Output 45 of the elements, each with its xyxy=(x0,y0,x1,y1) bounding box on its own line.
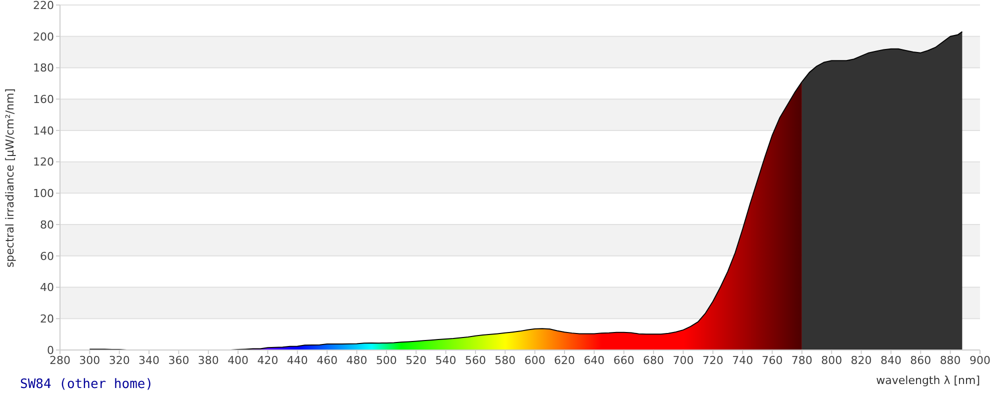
x-tick-label: 620 xyxy=(554,354,576,367)
x-tick-label: 840 xyxy=(880,354,902,367)
y-tick-label: 220 xyxy=(33,0,54,12)
x-tick-label: 480 xyxy=(346,354,368,367)
y-tick-label: 80 xyxy=(40,218,54,232)
x-tick-label: 880 xyxy=(940,354,961,367)
x-tick-label: 600 xyxy=(524,354,546,367)
x-tick-label: 320 xyxy=(108,354,130,367)
x-tick-label: 780 xyxy=(791,354,812,367)
x-tick-label: 420 xyxy=(257,354,278,367)
x-tick-label: 440 xyxy=(286,354,308,367)
text: SW84 (other home) xyxy=(20,377,154,392)
x-tick-label: 900 xyxy=(970,354,990,367)
x-tick-label: 680 xyxy=(643,354,664,367)
x-axis-title: wavelength λ [nm] xyxy=(876,374,980,387)
x-tick-label: 580 xyxy=(494,354,516,367)
x-tick-label: 720 xyxy=(702,354,724,367)
x-tick-label: 520 xyxy=(406,354,427,367)
x-tick-label: 740 xyxy=(732,354,754,367)
y-tick-label: 20 xyxy=(40,312,54,326)
x-tick-label: 540 xyxy=(435,354,456,367)
y-tick-label: 120 xyxy=(33,156,54,169)
x-tick-label: 400 xyxy=(228,354,249,367)
x-tick-label: 340 xyxy=(138,354,160,367)
x-tick-label: 640 xyxy=(584,354,605,367)
x-tick-label: 500 xyxy=(376,354,397,367)
x-tick-label: 760 xyxy=(762,354,783,367)
y-tick-label: 40 xyxy=(40,281,54,294)
y-tick-label: 60 xyxy=(40,250,54,263)
x-tick-label: 300 xyxy=(79,354,100,367)
y-tick-label: 180 xyxy=(33,62,54,75)
x-tick-label: 660 xyxy=(613,354,634,367)
x-tick-label: 560 xyxy=(464,354,486,367)
x-tick-label: 460 xyxy=(316,354,338,367)
y-tick-label: 200 xyxy=(33,30,54,44)
x-tick-label: 860 xyxy=(910,354,932,367)
x-tick-label: 800 xyxy=(821,354,842,367)
y-tick-label: 160 xyxy=(33,92,54,106)
x-tick-label: 700 xyxy=(672,354,694,367)
y-tick-label: 100 xyxy=(33,187,54,200)
x-tick-label: 360 xyxy=(168,354,190,367)
x-tick-label: 380 xyxy=(198,354,219,367)
y-tick-label: 140 xyxy=(33,124,54,138)
y-axis-title: spectral irradiance [µW/cm²/nm] xyxy=(4,88,16,268)
x-tick-label: 820 xyxy=(850,354,872,367)
